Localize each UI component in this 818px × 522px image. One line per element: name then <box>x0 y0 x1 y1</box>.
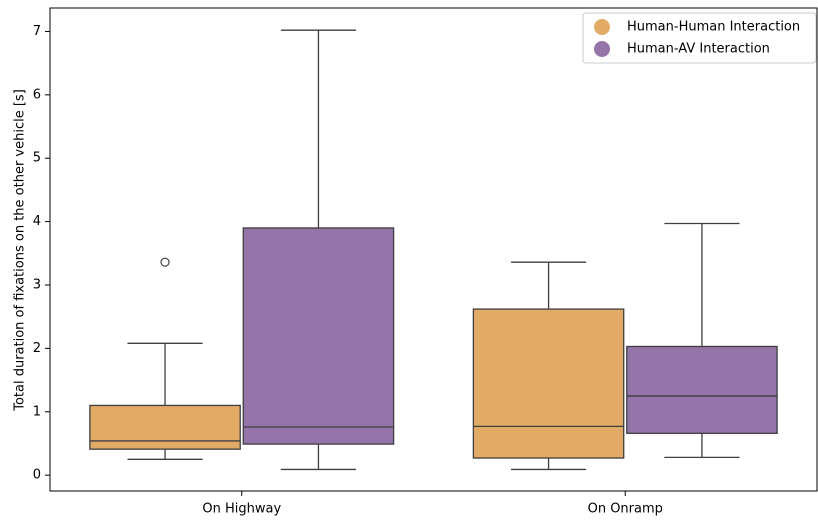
legend-box <box>582 12 817 64</box>
y-tick-label: 3 <box>33 277 41 292</box>
y-tick-label: 2 <box>33 341 41 356</box>
legend-marker <box>594 19 610 35</box>
x-tick-label: On Onramp <box>588 502 663 517</box>
legend-marker <box>594 41 610 57</box>
box <box>626 345 778 434</box>
y-tick-label: 0 <box>33 468 41 483</box>
y-tick-label: 7 <box>33 24 41 39</box>
legend-label: Human-Human Interaction <box>627 20 800 35</box>
x-tick-label: On Highway <box>202 502 281 517</box>
y-tick-label: 4 <box>33 214 41 229</box>
box <box>472 308 625 459</box>
y-tick-label: 5 <box>33 151 41 166</box>
outlier <box>160 257 170 267</box>
box <box>89 404 241 450</box>
box <box>242 227 395 445</box>
y-axis-label: Total duration of fixations on the other… <box>13 89 28 412</box>
plot-frame <box>49 7 818 492</box>
legend-label: Human-AV Interaction <box>627 42 770 57</box>
y-tick-label: 1 <box>33 404 41 419</box>
y-tick-label: 6 <box>33 87 41 102</box>
